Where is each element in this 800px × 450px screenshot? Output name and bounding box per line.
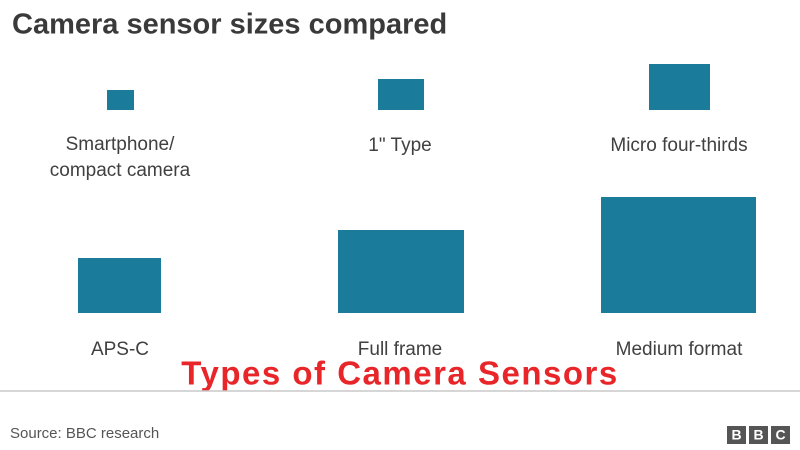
sensor-rect bbox=[378, 79, 424, 110]
caption: Types of Camera Sensors bbox=[181, 355, 618, 392]
sensor-label: APS-C bbox=[91, 339, 149, 360]
sensor-label: Medium format bbox=[616, 339, 743, 360]
sensor-label: 1" Type bbox=[368, 135, 431, 156]
sensor-rect bbox=[338, 230, 464, 313]
sensor-label: Micro four-thirds bbox=[610, 135, 747, 156]
logo-box bbox=[727, 426, 746, 444]
logo-box bbox=[771, 426, 790, 444]
logo-letter: B bbox=[753, 427, 763, 443]
source: Source: BBC research bbox=[10, 425, 159, 442]
sensor-label: Full frame bbox=[358, 339, 442, 360]
logo-box bbox=[749, 426, 768, 444]
sensor-rect bbox=[78, 258, 161, 313]
sensor-label: compact camera bbox=[50, 160, 191, 181]
sensor-rect bbox=[649, 64, 710, 110]
sensor-rect bbox=[601, 197, 756, 313]
sensor-rect bbox=[107, 90, 134, 110]
sensor-label: Smartphone/ bbox=[66, 134, 176, 155]
logo-letter: B bbox=[731, 427, 741, 443]
logo-letter: C bbox=[775, 427, 785, 443]
title: Camera sensor sizes compared bbox=[12, 9, 447, 41]
